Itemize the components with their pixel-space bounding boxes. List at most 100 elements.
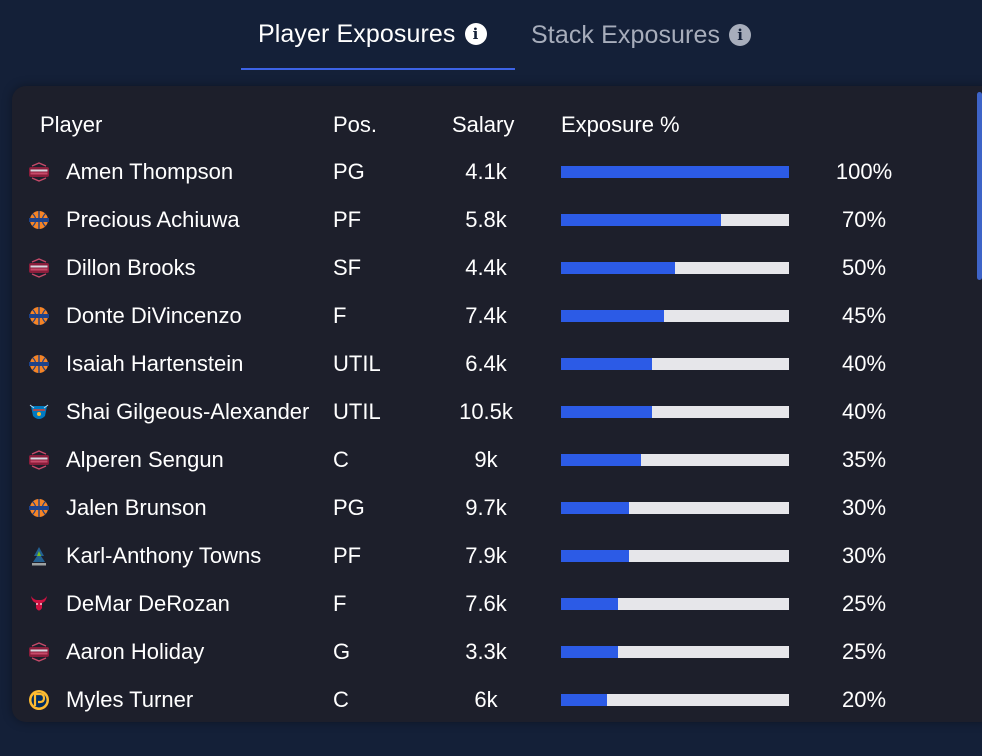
info-icon[interactable]: i	[729, 24, 752, 46]
team-logo-icon	[28, 161, 50, 183]
player-name: DeMar DeRozan	[66, 591, 230, 616]
player-salary: 7.9k	[465, 543, 507, 568]
exposure-bar	[561, 262, 789, 274]
player-position: G	[333, 639, 351, 664]
exposure-bar-fill	[561, 214, 721, 226]
tab-player-exposures[interactable]: Player Exposures i	[241, 0, 515, 70]
player-salary: 6.4k	[465, 351, 507, 376]
table-row[interactable]: Precious Achiuwa PF 5.8k 70%	[12, 196, 982, 244]
player-salary: 3.3k	[465, 639, 507, 664]
player-salary: 6k	[474, 687, 498, 712]
player-position: PG	[333, 159, 365, 184]
team-logo-icon	[28, 593, 50, 615]
player-position: UTIL	[333, 351, 381, 376]
exposure-bar-fill	[561, 310, 664, 322]
player-position: F	[333, 303, 347, 328]
exposure-bar	[561, 502, 789, 514]
exposure-bar	[561, 454, 789, 466]
exposure-percent: 40%	[841, 399, 887, 424]
team-logo-icon	[28, 641, 50, 663]
player-name: Jalen Brunson	[66, 495, 207, 520]
player-salary: 4.4k	[465, 255, 507, 280]
exposure-bar-fill	[561, 502, 630, 514]
exposure-percent: 20%	[841, 687, 887, 712]
scrollbar[interactable]	[977, 92, 982, 280]
player-position: C	[333, 687, 349, 712]
tab-player-exposures-label: Player Exposures	[258, 19, 456, 48]
player-exposures-panel: Player Pos. Salary Exposure % Amen Thomp…	[12, 86, 982, 722]
table-row[interactable]: Shai Gilgeous-Alexander UTIL 10.5k 40%	[12, 388, 982, 436]
player-name: Amen Thompson	[66, 159, 234, 184]
table-row[interactable]: Dillon Brooks SF 4.4k 50%	[12, 244, 982, 292]
exposure-bar	[561, 646, 789, 658]
table-row[interactable]: Aaron Holiday G 3.3k 25%	[12, 628, 982, 676]
team-logo-icon	[28, 401, 50, 423]
team-logo-icon	[28, 497, 50, 519]
exposure-bar	[561, 550, 789, 562]
team-logo-icon	[28, 353, 50, 375]
player-position: SF	[333, 255, 362, 280]
exposure-percent: 100%	[835, 159, 893, 184]
player-salary: 9k	[474, 447, 498, 472]
tab-stack-exposures[interactable]: Stack Exposures i	[515, 0, 752, 70]
player-position: PF	[333, 207, 362, 232]
player-name: Isaiah Hartenstein	[66, 351, 244, 376]
exposure-percent: 50%	[841, 255, 887, 280]
exposure-percent: 45%	[841, 303, 887, 328]
exposure-bar-fill	[561, 694, 607, 706]
player-name: Karl-Anthony Towns	[66, 543, 262, 568]
table-row[interactable]: Myles Turner C 6k 20%	[12, 676, 982, 722]
player-position: PF	[333, 543, 362, 568]
player-salary: 7.6k	[465, 591, 507, 616]
exposure-bar-fill	[561, 262, 675, 274]
exposure-bar-fill	[561, 598, 618, 610]
table-row[interactable]: Donte DiVincenzo F 7.4k 45%	[12, 292, 982, 340]
table-row[interactable]: Karl-Anthony Towns PF 7.9k 30%	[12, 532, 982, 580]
column-header-salary: Salary	[452, 112, 515, 137]
exposure-bar	[561, 310, 789, 322]
exposure-bar-fill	[561, 406, 653, 418]
exposure-percent: 40%	[841, 351, 887, 376]
exposure-bar-fill	[561, 550, 630, 562]
exposure-bar-fill	[561, 454, 641, 466]
table-row[interactable]: Amen Thompson PG 4.1k 100%	[12, 148, 982, 196]
player-salary: 4.1k	[465, 159, 507, 184]
player-name: Donte DiVincenzo	[66, 303, 242, 328]
team-logo-icon	[28, 449, 50, 471]
player-salary: 9.7k	[465, 495, 507, 520]
exposure-percent: 30%	[841, 495, 887, 520]
team-logo-icon	[28, 209, 50, 231]
player-name: Alperen Sengun	[66, 447, 224, 472]
team-logo-icon	[28, 257, 50, 279]
table-row[interactable]: Jalen Brunson PG 9.7k 30%	[12, 484, 982, 532]
player-position: C	[333, 447, 349, 472]
player-salary: 5.8k	[465, 207, 507, 232]
player-position: F	[333, 591, 347, 616]
table-row[interactable]: Alperen Sengun C 9k 35%	[12, 436, 982, 484]
tab-stack-exposures-label: Stack Exposures	[531, 20, 721, 49]
exposure-percent: 30%	[841, 543, 887, 568]
exposure-bar	[561, 358, 789, 370]
exposure-percent: 25%	[841, 639, 887, 664]
player-name: Precious Achiuwa	[66, 207, 240, 232]
table-row[interactable]: Isaiah Hartenstein UTIL 6.4k 40%	[12, 340, 982, 388]
exposure-bar	[561, 598, 789, 610]
table-row[interactable]: DeMar DeRozan F 7.6k 25%	[12, 580, 982, 628]
player-name: Myles Turner	[66, 687, 194, 712]
table-header: Player Pos. Salary Exposure %	[12, 108, 982, 142]
info-icon[interactable]: i	[464, 23, 487, 45]
exposure-bar	[561, 166, 789, 178]
player-salary: 10.5k	[459, 399, 513, 424]
exposure-bar-fill	[561, 646, 618, 658]
team-logo-icon	[28, 305, 50, 327]
exposure-percent: 25%	[841, 591, 887, 616]
exposure-percent: 35%	[841, 447, 887, 472]
team-logo-icon	[28, 689, 50, 711]
player-name: Dillon Brooks	[66, 255, 196, 280]
exposure-bar-fill	[561, 166, 789, 178]
column-header-player: Player	[40, 112, 103, 137]
player-name: Shai Gilgeous-Alexander	[66, 399, 310, 424]
exposure-bar	[561, 406, 789, 418]
exposure-bar	[561, 214, 789, 226]
exposure-tabs: Player Exposures i Stack Exposures i	[241, 0, 752, 72]
